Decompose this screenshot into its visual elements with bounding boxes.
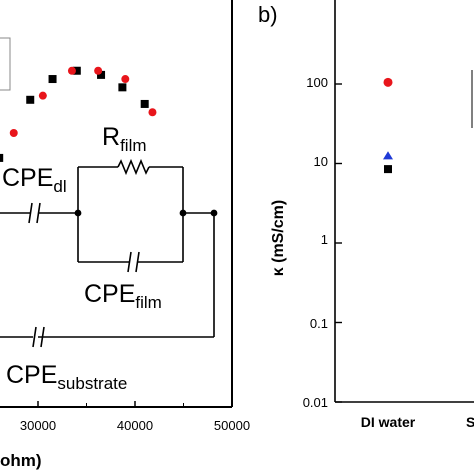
x-tick-label-40000: 40000	[117, 418, 153, 433]
y-tick-label-0.01: 0.01	[303, 395, 328, 410]
right-panel: b) 0.01 0.1 1 10 100 κ (mS/cm) DI water …	[258, 0, 474, 430]
nyquist-point-series2	[9, 129, 18, 138]
cpe-dl-label-sub: dl	[53, 177, 66, 196]
cpe-dl-label-main: CPE	[2, 164, 53, 192]
nyquist-point-series2	[148, 108, 157, 117]
equivalent-circuit	[0, 158, 218, 348]
cpe-dl-label: CPEdl	[2, 164, 67, 196]
kappa-point-series1	[383, 77, 393, 87]
legend-box-fragment	[0, 37, 11, 91]
left-panel: 30000 40000 50000 ohm)	[0, 0, 250, 470]
kappa-point-series3	[384, 165, 392, 174]
r-film-label-sub: film	[120, 136, 146, 155]
cpe-film-label-sub: film	[135, 293, 161, 312]
r-film-resistor	[117, 158, 150, 176]
nyquist-point-series1	[118, 83, 127, 92]
nyquist-point-series2	[67, 66, 76, 75]
nyquist-point-series2	[38, 91, 47, 100]
nyquist-point-series2	[121, 75, 130, 84]
y-axis-label: κ (mS/cm)	[270, 200, 287, 277]
x-category-label-clipped: S	[466, 414, 474, 430]
cpe-substrate-label-sub: substrate	[57, 374, 127, 393]
nyquist-point-series1	[72, 66, 81, 75]
x-category-label-di-water: DI water	[361, 414, 416, 430]
cpe-film-label-main: CPE	[84, 280, 135, 308]
nyquist-point-series1	[26, 95, 35, 104]
nyquist-point-series1	[140, 99, 149, 108]
cpe-film-label: CPEfilm	[84, 280, 162, 312]
cpe-substrate-label-main: CPE	[6, 361, 57, 389]
x-tick-label-30000: 30000	[20, 418, 56, 433]
cpe-dl-symbol	[28, 202, 41, 224]
y-tick-label-1: 1	[321, 232, 328, 247]
nyquist-point-series1	[0, 153, 4, 162]
kappa-point-series2	[383, 151, 393, 160]
nyquist-point-series1	[97, 70, 106, 79]
x-axis-label: ohm)	[0, 451, 42, 470]
y-axis-ticks	[335, 83, 342, 403]
y-tick-label-100: 100	[306, 75, 328, 90]
cpe-substrate-label: CPEsubstrate	[6, 361, 127, 393]
r-film-label-main: R	[102, 123, 120, 151]
nyquist-point-series1	[48, 75, 57, 84]
x-tick-label-50000: 50000	[214, 418, 250, 433]
kappa-data-points	[383, 77, 393, 174]
y-tick-label-10: 10	[314, 154, 328, 169]
nyquist-point-series2	[94, 66, 103, 75]
r-film-label: Rfilm	[102, 123, 147, 155]
y-tick-label-0.1: 0.1	[310, 316, 328, 331]
cpe-film-symbol	[127, 251, 140, 273]
panel-label-b: b)	[258, 2, 278, 27]
cpe-substrate-symbol	[32, 326, 45, 348]
nyquist-data-points	[0, 66, 157, 162]
x-axis-ticks	[37, 401, 233, 407]
